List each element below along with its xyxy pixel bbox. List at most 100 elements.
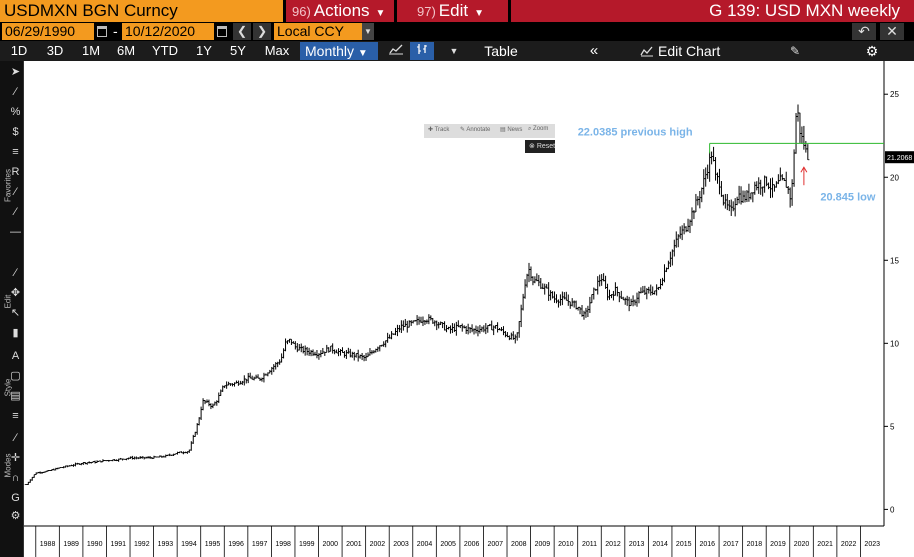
fill-icon[interactable]: ▤ — [10, 390, 21, 402]
crosshair-icon[interactable]: ✛ — [10, 452, 21, 464]
text-style-icon[interactable]: A — [11, 350, 20, 362]
fib-icon[interactable]: ≡ — [12, 146, 19, 158]
x-tick-label: 2006 — [464, 541, 480, 548]
top-bar: USDMXN BGN Curncy 96) Actions ▼ 97) Edit ▼ G… — [0, 0, 914, 22]
g-icon[interactable]: G — [11, 492, 20, 504]
r-icon[interactable]: R — [11, 166, 20, 178]
reset-label: Reset — [536, 143, 556, 150]
x-tick-label: 1992 — [134, 541, 150, 548]
x-tick-label: 1998 — [275, 541, 291, 548]
x-tick-label: 2020 — [794, 541, 810, 548]
last-price-box — [885, 151, 914, 164]
actions-number: 96) — [292, 4, 311, 19]
range-1d-button[interactable]: 1D — [6, 42, 32, 60]
left-toolbox: ➤ ∕ % $ ≡ R ⁄ ⁄ — Favorites ∕ ✥ ↖ ▮ Edit… — [0, 61, 24, 557]
edit-chart-label: Edit Chart — [658, 43, 721, 59]
trash-icon[interactable]: ▮ — [12, 327, 19, 339]
x-tick-label: 2023 — [864, 541, 880, 548]
x-tick-label: 2018 — [747, 541, 763, 548]
range-1y-button[interactable]: 1Y — [190, 42, 218, 60]
style-label: Style — [3, 378, 13, 397]
chart-toolbar: 1D 3D 1M 6M YTD 1Y 5Y Max Monthly ▼ ▼ Ta… — [0, 41, 914, 61]
close-icon[interactable]: ✕ — [880, 23, 904, 40]
chart-tool-panel: ✚ Track ✎ Annotate ▤ News ⌕ Zoom — [424, 124, 555, 138]
news-label: News — [507, 127, 523, 133]
x-tick-label: 2004 — [417, 541, 433, 548]
calendar-icon[interactable] — [217, 26, 227, 37]
range-6m-button[interactable]: 6M — [112, 42, 140, 60]
cursor-icon[interactable]: ➤ — [10, 66, 21, 78]
range-1m-button[interactable]: 1M — [77, 42, 105, 60]
undo-icon[interactable]: ↶ — [852, 23, 876, 40]
select-icon[interactable]: ↖ — [10, 307, 21, 319]
x-tick-label: 2007 — [487, 541, 503, 548]
calendar-icon[interactable] — [97, 26, 107, 37]
magnet-icon[interactable]: ∩ — [11, 472, 20, 484]
percent-icon[interactable]: % — [10, 106, 21, 118]
ohlc-bar-icon[interactable] — [410, 42, 434, 60]
annotate-pencil-icon[interactable]: ✎ — [789, 44, 801, 58]
ray-icon[interactable]: — — [10, 226, 21, 238]
low-annotation: 20.845 low — [820, 192, 875, 204]
end-date-input[interactable]: 10/12/2020 — [122, 23, 214, 40]
pen-icon[interactable]: ⁄ — [14, 206, 17, 218]
x-tick-label: 2017 — [723, 541, 739, 548]
track-tool[interactable]: ✚ Track — [428, 127, 450, 133]
caret-down-icon[interactable]: ▼ — [449, 46, 459, 56]
table-button[interactable]: Table — [484, 43, 518, 59]
edit-label: Edit — [438, 1, 469, 20]
double-chevron-left-icon[interactable]: « — [589, 42, 599, 59]
actions-menu-button[interactable]: 96) Actions ▼ — [286, 0, 394, 22]
y-tick-label: 5 — [890, 422, 895, 431]
caret-down-icon: ▼ — [375, 8, 386, 19]
caret-down-icon[interactable]: ▼ — [362, 23, 374, 40]
ruler-icon[interactable]: ∕ — [14, 432, 17, 444]
range-ytd-button[interactable]: YTD — [148, 42, 182, 60]
x-tick-label: 2011 — [582, 541, 597, 548]
x-tick-label: 2010 — [558, 541, 574, 548]
chart-canvas[interactable]: 1988 1989 1990 1991 1992 1993 1994 1995 1996 1997… — [24, 61, 914, 557]
actions-label: Actions — [313, 1, 370, 20]
news-tool[interactable]: ▤ News — [500, 127, 523, 133]
chevron-right-icon[interactable]: ❯ — [253, 23, 271, 40]
currency-select[interactable]: Local CCY — [274, 23, 362, 40]
range-max-button[interactable]: Max — [260, 42, 294, 60]
track-label: Track — [434, 127, 450, 133]
y-tick-label: 15 — [890, 256, 899, 265]
range-3d-button[interactable]: 3D — [41, 42, 69, 60]
ticker-field[interactable]: USDMXN BGN Curncy — [0, 0, 283, 22]
edit-chart-icon — [640, 46, 653, 57]
edit-number: 97) — [417, 4, 436, 19]
line-chart-icon[interactable] — [384, 42, 408, 60]
line-style-icon[interactable]: ≡ — [12, 410, 19, 422]
edit-chart-button[interactable]: Edit Chart — [640, 42, 740, 60]
range-5y-button[interactable]: 5Y — [224, 42, 252, 60]
price-chart[interactable]: 1988 1989 1990 1991 1992 1993 1994 1995 1996 1997… — [24, 61, 914, 557]
gear-icon[interactable]: ⚙ — [865, 43, 879, 59]
reset-button[interactable]: ⊗ Reset — [525, 140, 555, 153]
edit-menu-button[interactable]: 97) Edit ▼ — [397, 0, 508, 22]
x-tick-label: 1997 — [252, 541, 268, 548]
x-tick-label: 2001 — [346, 541, 362, 548]
settings-icon[interactable]: ⚙ — [10, 510, 21, 522]
color-box-icon[interactable]: ▢ — [10, 370, 21, 382]
x-tick-label: 1994 — [181, 541, 197, 548]
brush-icon[interactable]: ⁄ — [14, 186, 17, 198]
frequency-select[interactable]: Monthly ▼ — [300, 42, 378, 60]
frequency-label: Monthly — [305, 43, 355, 59]
caret-down-icon: ▼ — [357, 48, 368, 59]
trend-line-icon[interactable]: ∕ — [14, 267, 17, 279]
x-tick-label: 2000 — [323, 541, 339, 548]
line-tool-icon[interactable]: ∕ — [14, 86, 17, 98]
y-tick-label: 25 — [890, 90, 899, 99]
x-tick-label: 1993 — [158, 541, 174, 548]
start-date-input[interactable]: 06/29/1990 — [2, 23, 94, 40]
move-icon[interactable]: ✥ — [10, 287, 21, 299]
chart-title: G 139: USD MXN weekly — [511, 0, 914, 22]
chevron-left-icon[interactable]: ❮ — [233, 23, 251, 40]
zoom-tool[interactable]: ⌕ Zoom — [528, 126, 549, 132]
x-tick-label: 2012 — [605, 541, 621, 548]
dollar-icon[interactable]: $ — [12, 126, 19, 138]
annotate-tool[interactable]: ✎ Annotate — [460, 127, 491, 133]
y-tick-label: 0 — [890, 505, 895, 514]
